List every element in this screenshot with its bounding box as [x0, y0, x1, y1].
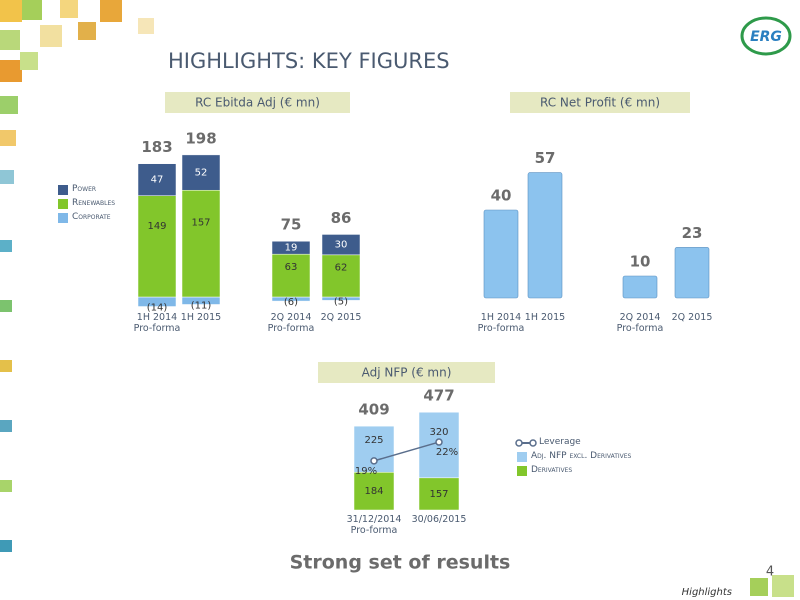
data-label: 57: [535, 149, 556, 167]
data-label: 40: [491, 187, 512, 205]
legend-marker: [529, 439, 537, 447]
legend-swatch: [58, 213, 68, 223]
bar-segment: [271, 253, 311, 298]
slide-title: HIGHLIGHTS: KEY FIGURES: [168, 49, 450, 73]
legend-swatch: [58, 199, 68, 209]
data-label: 157: [429, 489, 448, 500]
x-tick-label: 2Q 2014 Pro-forma: [616, 312, 664, 334]
data-label: 149: [147, 221, 166, 232]
footer: Highlights: [682, 587, 732, 598]
data-label: 23: [682, 224, 703, 242]
bar-segment: [181, 154, 221, 191]
data-label: (11): [191, 300, 212, 311]
data-label: (5): [334, 296, 348, 307]
x-tick-label: 30/06/2015: [411, 514, 467, 525]
total-label: 86: [331, 209, 352, 227]
x-tick-label: 1H 2014 Pro-forma: [133, 312, 181, 334]
chart-title: RC Net Profit (€ mn): [540, 96, 660, 110]
data-label: (6): [284, 297, 298, 308]
data-label: 63: [285, 262, 298, 273]
bar-segment: [271, 240, 311, 255]
line: [373, 441, 440, 462]
data-label: 30: [335, 240, 348, 251]
x-tick-label: 1H 2014 Pro-forma: [477, 312, 525, 334]
legend-swatch: [517, 466, 527, 476]
data-label: 184: [364, 486, 383, 497]
total-label: 409: [358, 401, 389, 419]
bar: [622, 275, 658, 299]
legend-swatch: [58, 185, 68, 195]
x-tick-label: 2Q 2015: [320, 312, 362, 323]
chart-banner: [318, 362, 495, 383]
total-label: 75: [281, 216, 302, 234]
x-tick-label: 31/12/2014 Pro-forma: [346, 514, 402, 536]
total-label: 198: [185, 129, 216, 147]
chart-title: RC Ebitda Adj (€ mn): [195, 96, 320, 110]
bar-segment: [418, 477, 460, 511]
data-label: 320: [429, 427, 448, 438]
bar-segment: [353, 472, 395, 511]
data-label: 22%: [436, 447, 458, 458]
data-label: 47: [151, 175, 164, 186]
bar-segment: [137, 195, 177, 298]
legend-label: Adj. NFP excl. Derivatives: [531, 451, 632, 461]
legend-label: Power: [72, 184, 97, 194]
data-label: 19: [285, 243, 298, 254]
bar: [527, 172, 563, 299]
legend-swatch: [517, 452, 527, 462]
legend-label: Leverage: [539, 437, 581, 447]
slide-subtitle: Strong set of results: [290, 552, 511, 574]
logo: ERG: [750, 29, 782, 45]
legend-label: Renewables: [72, 198, 116, 208]
x-tick-label: 1H 2015: [524, 312, 566, 323]
data-label: 52: [195, 168, 208, 179]
bar: [674, 247, 710, 299]
bar-segment: [181, 189, 221, 298]
data-label: 62: [335, 262, 348, 273]
x-tick-label: 2Q 2015: [671, 312, 713, 323]
page-number: 4: [766, 565, 774, 580]
legend-label: Derivatives: [531, 465, 573, 475]
chart-banner: [510, 92, 690, 113]
data-label: 157: [191, 217, 210, 228]
line-point: [435, 438, 443, 446]
chart-banner: [165, 92, 350, 113]
bar-segment: [137, 163, 177, 196]
data-label: (14): [147, 303, 168, 314]
bar-segment: [321, 234, 361, 256]
chart-title: Adj NFP (€ mn): [362, 366, 452, 380]
bar-segment: [321, 254, 361, 298]
total-label: 477: [423, 387, 454, 405]
data-label: 19%: [355, 466, 377, 477]
line-point: [370, 457, 378, 465]
legend-marker: [515, 439, 523, 447]
x-tick-label: 2Q 2014 Pro-forma: [267, 312, 315, 334]
legend-label: Corporate: [72, 212, 111, 222]
data-label: 225: [364, 435, 383, 446]
data-label: 10: [630, 253, 651, 271]
x-tick-label: 1H 2015: [180, 312, 222, 323]
total-label: 183: [141, 138, 172, 156]
bar: [483, 209, 519, 299]
